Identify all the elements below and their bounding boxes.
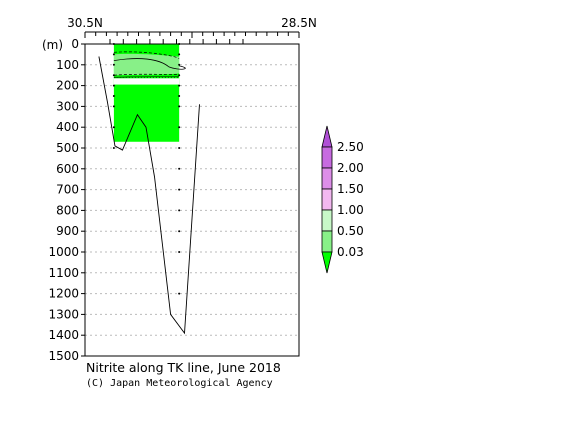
station-1-sample-6 [178,105,181,108]
y-tick-label-800: 800 [56,203,79,217]
station-1-sample-8 [178,147,181,149]
colorbar-label-2: 1.50 [337,182,364,196]
station-1-sample-3 [178,74,181,77]
colorbar-segment-3 [321,209,333,232]
field-gap [113,78,180,85]
credit-text: (C) Japan Meteorological Agency [86,378,273,389]
station-1-sample-13 [178,251,181,253]
station-0-sample-8 [112,147,115,149]
station-1-sample-1 [178,53,181,56]
station-0-sample-2 [112,63,115,66]
station-1-sample-10 [178,188,181,191]
plot-frame [84,43,300,357]
station-0-sample-7 [112,126,115,129]
chart-title: Nitrite along TK line, June 2018 [86,360,281,375]
y-tick-label-900: 900 [56,224,79,238]
y-unit-label: (m) [42,38,63,52]
colorbar-label-3: 1.00 [337,203,364,217]
y-tick-label-1100: 1100 [48,266,79,280]
contour-line-3 [113,73,180,76]
y-tick-label-600: 600 [56,162,79,176]
station-0-sample-4 [112,84,115,87]
station-0-sample-6 [112,105,115,108]
y-tick-label-400: 400 [56,120,79,134]
y-tick-label-1200: 1200 [48,287,79,301]
station-1-sample-2 [178,63,181,66]
y-tick-label-300: 300 [56,99,79,113]
field-band [113,53,180,76]
colorbar-bottom-arrow [321,251,333,274]
y-tick-label-700: 700 [56,183,79,197]
colorbar-segment-4 [321,230,333,253]
colorbar-label-0: 2.50 [337,140,364,154]
station-0-sample-5 [112,95,115,97]
colorbar-label-5: 0.03 [337,245,364,259]
colorbar-label-4: 0.50 [337,224,364,238]
plot-area: 0 100 200 300 400 500 600 700 800 900 1000 1100 1200… [48,31,300,363]
station-1-sample-14 [178,292,181,295]
station-0-sample-3 [112,74,115,77]
y-tick-label-1000: 1000 [48,245,79,259]
contour-line-4 [113,75,180,78]
colorbar-top-arrow [321,125,333,148]
y-tick-label-1500: 1500 [48,349,79,363]
station-0-sample-1 [112,53,115,56]
y-tick-label-500: 500 [56,141,79,155]
y-tick-label-0: 0 [71,37,79,51]
station-1-sample-11 [178,209,181,212]
station-1-sample-9 [178,167,181,170]
colorbar-legend: 2.50 2.00 1.50 1.00 0.50 0.03 [321,125,364,274]
colorbar-segment-1 [321,167,333,190]
y-tick-label-1400: 1400 [48,328,79,342]
station-1-sample-7 [178,126,181,129]
y-tick-label-200: 200 [56,79,79,93]
colorbar-label-1: 2.00 [337,161,364,175]
bottom-profile-line [98,56,200,335]
station-1-sample-4 [178,84,181,87]
x-label-left: 30.5N [67,16,103,30]
contour-line-1 [113,58,186,70]
station-1-sample-5 [178,95,181,97]
x-label-right: 28.5N [281,16,317,30]
colorbar-segment-2 [321,188,333,211]
y-tick-label-100: 100 [56,58,79,72]
contour-line-2 [113,51,180,59]
y-tick-label-1300: 1300 [48,307,79,321]
colorbar-segment-0 [321,146,333,169]
station-1-sample-12 [178,230,181,233]
